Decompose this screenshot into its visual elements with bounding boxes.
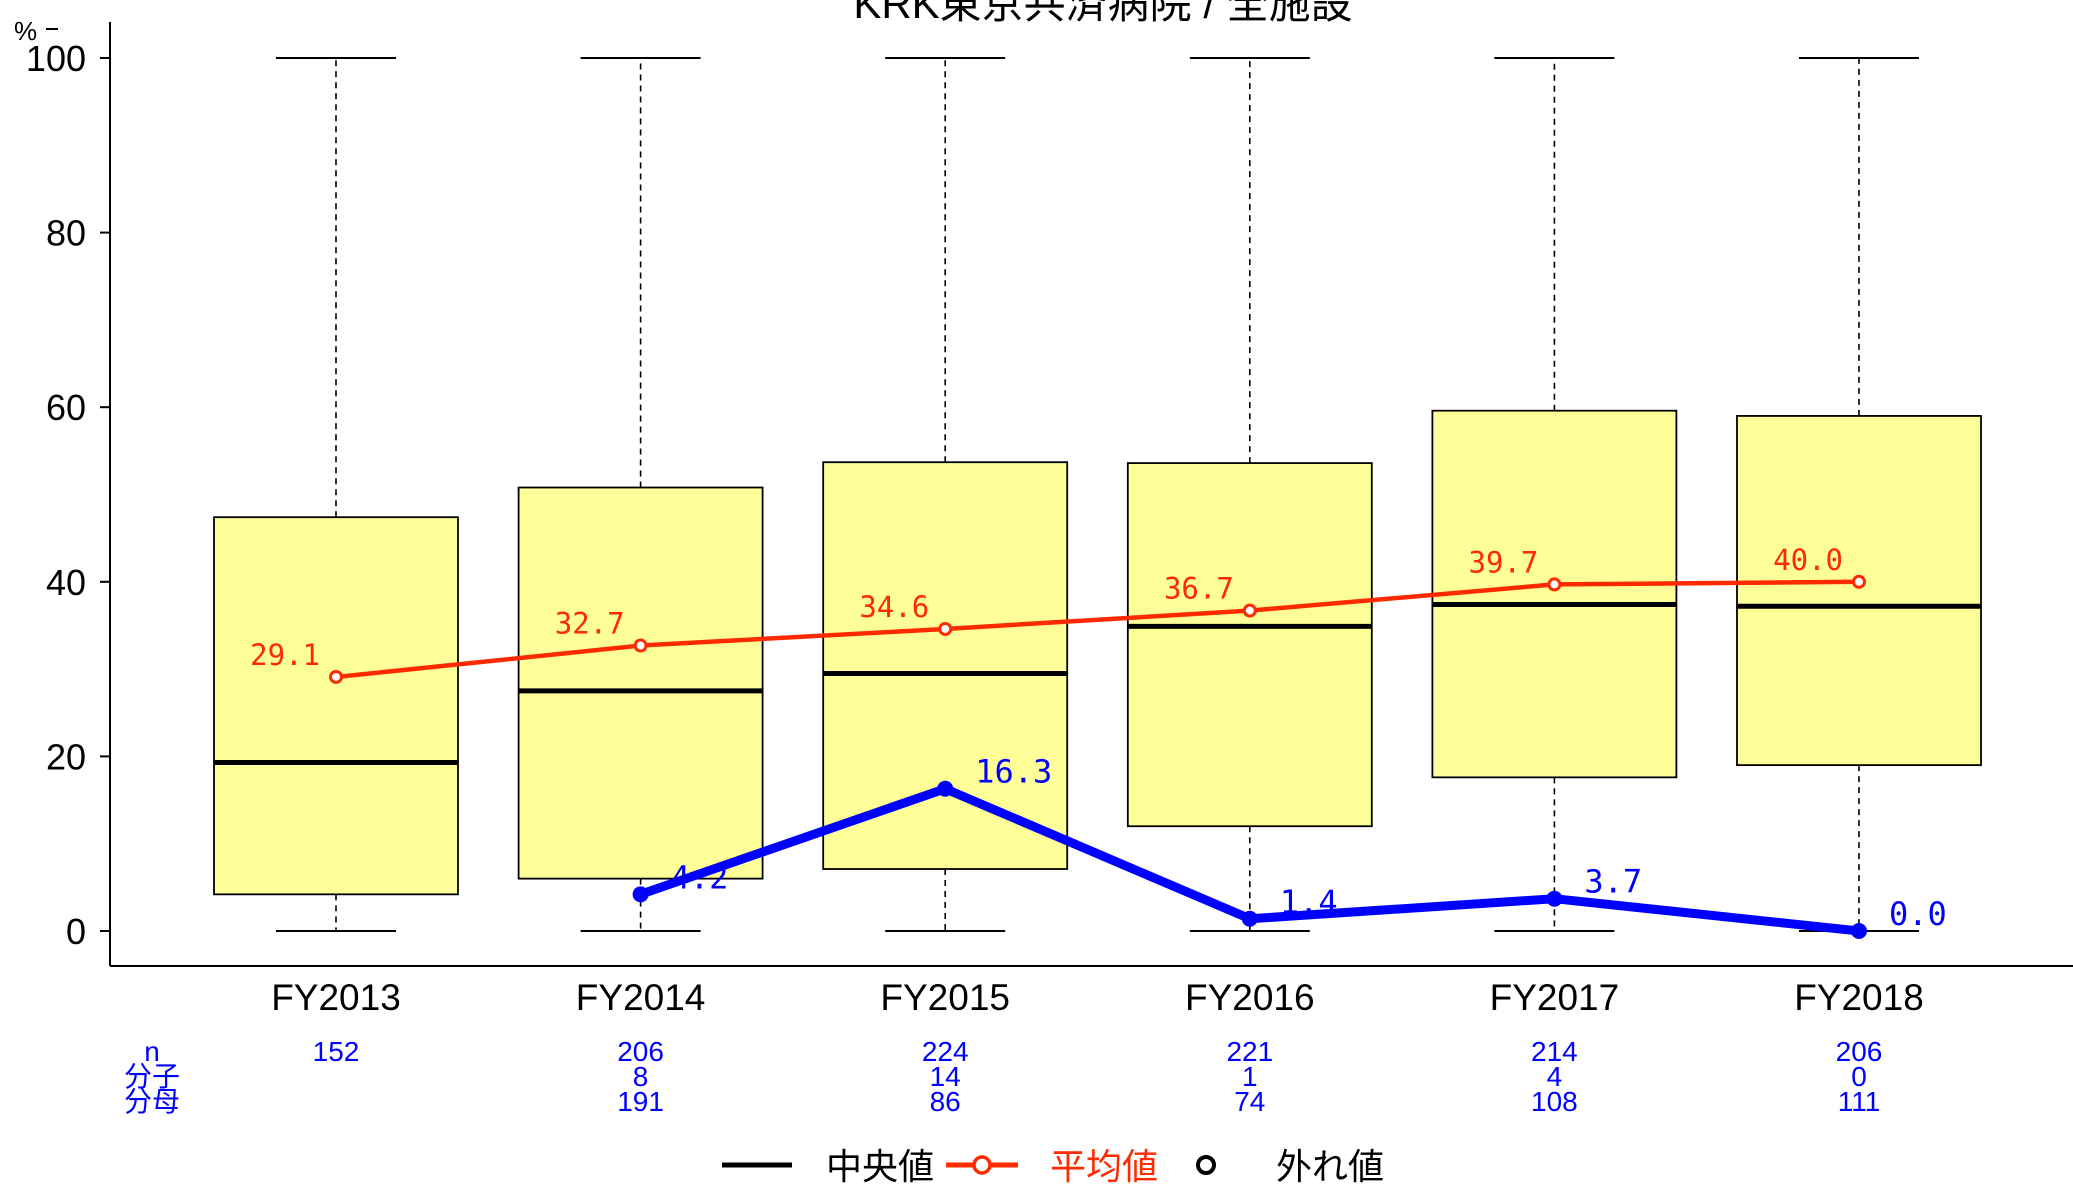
table-cell: 4 xyxy=(1547,1061,1563,1092)
box-layer xyxy=(213,57,1982,932)
mean-point xyxy=(1242,603,1257,618)
box-body xyxy=(1736,415,1982,767)
y-axis-ticks: 0 20 40 60 80 100 xyxy=(26,38,110,952)
table-cell: 108 xyxy=(1531,1086,1578,1117)
y-tick-label: 80 xyxy=(46,213,86,254)
x-tick-label: FY2017 xyxy=(1490,977,1620,1018)
box-FY2016 xyxy=(1126,57,1373,932)
table-cell: 14 xyxy=(930,1061,961,1092)
chart-title: KRK東京共済病院 / 全施設 xyxy=(853,0,1352,27)
x-tick-label: FY2013 xyxy=(271,977,401,1018)
table-cell: 0 xyxy=(1851,1061,1867,1092)
table-cell: 214 xyxy=(1531,1036,1578,1067)
table-row-label: n xyxy=(144,1036,160,1067)
mean-value-label: 34.6 xyxy=(859,590,929,624)
table-cell: 152 xyxy=(313,1036,360,1067)
table-row-label: 分子 xyxy=(124,1061,180,1092)
facility-value-label: 3.7 xyxy=(1584,863,1642,901)
facility-point xyxy=(632,886,649,903)
mean-value-label: 29.1 xyxy=(250,638,320,672)
y-tick-label: 0 xyxy=(66,911,86,952)
facility-point xyxy=(1851,923,1867,939)
table-row-label: 分母 xyxy=(124,1086,180,1117)
box-body xyxy=(517,486,764,880)
box-FY2014 xyxy=(517,57,764,932)
table-cell: 224 xyxy=(922,1036,969,1067)
facility-series-layer: 4.2 16.3 1.4 3.7 0.0 xyxy=(632,753,1947,939)
box-body xyxy=(1431,409,1678,779)
mean-point xyxy=(1547,577,1562,592)
box-FY2017 xyxy=(1431,57,1678,932)
mean-value-label: 39.7 xyxy=(1469,545,1539,579)
legend-median-label: 中央値 xyxy=(826,1146,934,1184)
x-tick-label: FY2016 xyxy=(1185,977,1315,1018)
legend-mean-marker xyxy=(972,1155,992,1175)
box-body xyxy=(822,461,1069,870)
table-cell: 221 xyxy=(1226,1036,1273,1067)
y-tick-label: 60 xyxy=(46,387,86,428)
mean-point xyxy=(329,669,343,684)
mean-point xyxy=(1852,574,1866,589)
mean-point xyxy=(633,638,648,653)
box-body xyxy=(213,516,459,896)
x-tick-label: FY2018 xyxy=(1794,977,1924,1018)
table-cell: 8 xyxy=(633,1061,649,1092)
table-cell: 74 xyxy=(1234,1086,1265,1117)
facility-value-label: 16.3 xyxy=(975,753,1052,791)
table-cell: 111 xyxy=(1838,1086,1881,1117)
mean-line xyxy=(335,579,1860,680)
legend-outlier-marker xyxy=(1196,1155,1216,1175)
table-cell: 206 xyxy=(617,1036,664,1067)
x-tick-label: FY2014 xyxy=(576,977,706,1018)
mean-value-label: 32.7 xyxy=(555,607,625,641)
x-tick-label: FY2015 xyxy=(880,977,1010,1018)
box-FY2015 xyxy=(822,57,1069,932)
facility-value-label: 1.4 xyxy=(1280,883,1338,921)
facility-value-label: 0.0 xyxy=(1889,895,1947,933)
box-body xyxy=(1126,462,1373,828)
table-cell: 191 xyxy=(617,1086,664,1117)
facility-point xyxy=(1241,910,1258,927)
table-cell: 86 xyxy=(930,1086,961,1117)
facility-point xyxy=(1546,890,1563,907)
table-cell: 1 xyxy=(1242,1061,1258,1092)
y-tick-label: 20 xyxy=(46,736,86,777)
mean-series-layer: 29.1 32.7 34.6 36.7 39.7 40.0 xyxy=(250,543,1866,684)
mean-value-label: 40.0 xyxy=(1773,543,1843,577)
mean-value-label: 36.7 xyxy=(1164,572,1234,606)
legend: 中央値 平均値 外れ値 xyxy=(722,1146,1384,1184)
legend-mean-label: 平均値 xyxy=(1050,1146,1158,1184)
mean-point xyxy=(938,621,953,636)
facility-point xyxy=(937,780,954,797)
box-FY2013 xyxy=(213,57,459,932)
facility-value-label: 4.2 xyxy=(671,858,729,896)
table-cell: 206 xyxy=(1836,1036,1883,1067)
box-FY2018 xyxy=(1736,57,1982,932)
y-tick-label: 100 xyxy=(26,38,86,79)
y-tick-label: 40 xyxy=(46,562,86,603)
y-axis-unit: % xyxy=(14,16,37,46)
x-axis-labels: FY2013 FY2014 FY2015 FY2016 FY2017 FY2018 xyxy=(271,977,1924,1018)
legend-outlier-label: 外れ値 xyxy=(1276,1146,1384,1184)
